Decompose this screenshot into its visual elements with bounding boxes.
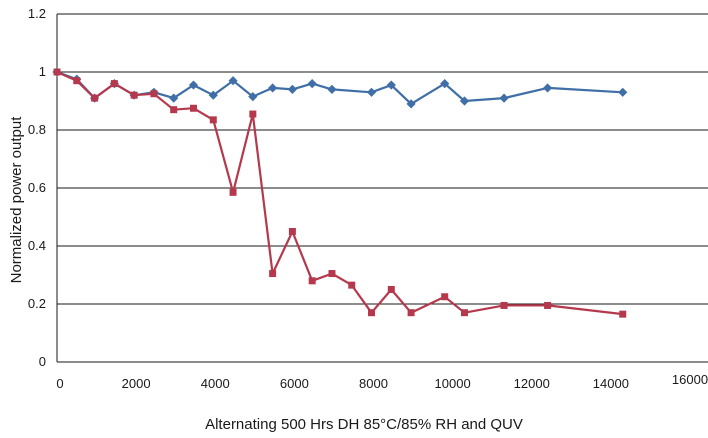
data-point [368, 309, 376, 317]
data-point [308, 277, 316, 285]
data-point [307, 79, 317, 89]
data-point [287, 84, 297, 94]
series-line-1 [56, 70, 623, 316]
x-tick-label: 6000 [280, 376, 309, 391]
data-point [110, 80, 118, 88]
x-tick-label: 16000 [672, 372, 708, 387]
data-point [209, 116, 217, 124]
data-point [268, 83, 278, 93]
data-point [459, 96, 470, 106]
data-point [269, 270, 277, 278]
data-point [288, 228, 296, 235]
y-tick-label: 0 [39, 354, 46, 369]
series-1 [53, 68, 627, 318]
x-tick-label: 10000 [435, 376, 471, 391]
data-point [91, 94, 99, 102]
data-point [500, 301, 508, 309]
data-point [387, 286, 395, 293]
data-point [460, 309, 468, 317]
data-point [619, 310, 627, 318]
data-point [150, 90, 158, 98]
data-point [328, 270, 336, 278]
data-point [130, 91, 138, 99]
y-tick-label: 0.2 [28, 296, 46, 311]
data-point [53, 68, 61, 76]
x-axis-label: Alternating 500 Hrs DH 85°C/85% RH and Q… [205, 416, 523, 433]
y-tick-labels: 0 0.2 0.4 0.6 0.8 1 1.2 [28, 6, 46, 369]
data-point [542, 83, 553, 93]
y-tick-label: 0.4 [28, 238, 46, 253]
data-point [170, 106, 178, 114]
x-tick-label: 0 [56, 376, 63, 391]
data-point [73, 77, 81, 85]
data-point [188, 80, 199, 90]
data-point [406, 99, 416, 109]
x-tick-label: 12000 [514, 376, 550, 391]
data-point [407, 309, 415, 317]
data-point [189, 104, 197, 112]
data-point [228, 76, 238, 86]
data-point [618, 87, 628, 97]
data-point [249, 110, 257, 118]
gridlines [57, 13, 708, 305]
y-tick-label: 0.6 [28, 180, 46, 195]
series-line-0 [56, 70, 623, 106]
x-tick-label: 14000 [593, 376, 629, 391]
y-tick-label: 0.8 [28, 122, 46, 137]
data-point [229, 188, 237, 196]
x-tick-label: 2000 [122, 376, 151, 391]
data-point [327, 84, 337, 94]
y-axis-label: Normalized power output [8, 116, 25, 284]
data-point [248, 92, 258, 102]
data-point [386, 80, 396, 90]
series-layer [52, 67, 628, 318]
y-tick-label: 1.2 [28, 6, 46, 21]
x-tick-label: 4000 [201, 376, 230, 391]
data-point [169, 93, 179, 103]
data-point [441, 293, 449, 301]
data-point [440, 79, 450, 89]
y-tick-label: 1 [39, 64, 46, 79]
data-point [499, 93, 509, 103]
series-0 [52, 67, 628, 109]
data-point [366, 87, 377, 97]
x-tick-label: 8000 [359, 376, 388, 391]
x-tick-labels: 0 2000 4000 6000 8000 10000 12000 14000 16000 [56, 372, 708, 391]
data-point [348, 281, 356, 289]
data-point [208, 90, 218, 100]
data-point [544, 301, 552, 309]
